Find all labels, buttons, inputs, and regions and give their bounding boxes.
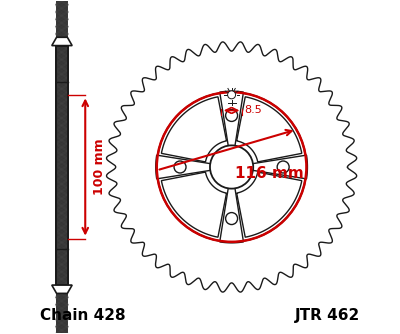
Polygon shape bbox=[52, 37, 72, 46]
Circle shape bbox=[226, 212, 238, 224]
Text: JTR 462: JTR 462 bbox=[294, 308, 360, 323]
Text: Chain 428: Chain 428 bbox=[40, 308, 126, 323]
Polygon shape bbox=[220, 91, 244, 147]
Bar bbox=[56, 46, 68, 285]
Text: 100 mm: 100 mm bbox=[92, 139, 106, 195]
Polygon shape bbox=[252, 155, 308, 179]
Polygon shape bbox=[220, 187, 244, 243]
Polygon shape bbox=[106, 42, 357, 292]
Circle shape bbox=[210, 145, 253, 189]
Text: 116 mm: 116 mm bbox=[235, 166, 304, 181]
Text: 8.5: 8.5 bbox=[244, 106, 262, 116]
Circle shape bbox=[157, 92, 306, 242]
Circle shape bbox=[277, 161, 289, 173]
Polygon shape bbox=[52, 285, 72, 293]
Circle shape bbox=[226, 110, 238, 122]
Circle shape bbox=[228, 91, 236, 99]
Circle shape bbox=[174, 161, 186, 173]
Polygon shape bbox=[162, 97, 226, 162]
Polygon shape bbox=[162, 172, 226, 237]
Polygon shape bbox=[156, 155, 211, 179]
Polygon shape bbox=[237, 172, 302, 237]
Bar bbox=[56, 46, 68, 285]
Polygon shape bbox=[237, 97, 302, 162]
